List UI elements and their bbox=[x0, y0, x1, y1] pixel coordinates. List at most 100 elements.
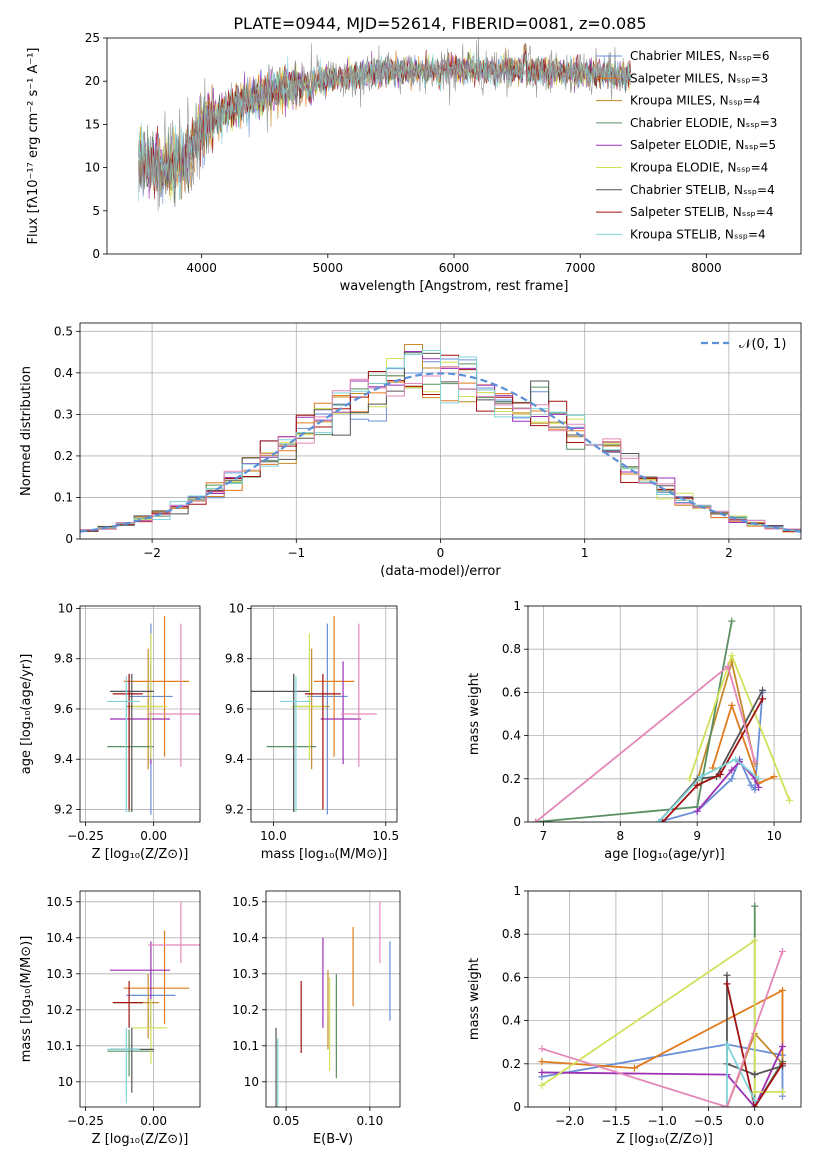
weight-point-marker bbox=[728, 701, 736, 709]
y-tick-label: 10.3 bbox=[232, 967, 259, 981]
legend-label: Kroupa ELODIE, Nₛₛₚ=4 bbox=[630, 161, 768, 175]
weight-point-marker bbox=[538, 1058, 546, 1066]
ticks-age_vs_mass: 10.0 10.5 9.2 9.4 9.6 9.8 10 bbox=[225, 602, 399, 843]
panel-age_vs_mass: 10.0 10.5 9.2 9.4 9.6 9.8 10 mass [log₁₀(M/M⊙)] bbox=[225, 602, 399, 862]
panel-mass_vs_z: −0.25 0.00 10 10.1 10.2 10.3 10.4 10.5 Z [log₁₀(… bbox=[19, 890, 201, 1147]
legend-label: Kroupa STELIB, Nₛₛₚ=4 bbox=[630, 227, 766, 241]
weight-point-marker bbox=[751, 758, 759, 766]
y-axis-label: mass weight bbox=[467, 958, 482, 1040]
weight-point-marker bbox=[630, 1064, 638, 1072]
x-tick-label: 0.00 bbox=[140, 829, 167, 843]
x-tick-label: 0.05 bbox=[273, 1114, 300, 1128]
weight-series-line bbox=[535, 620, 733, 822]
weight-point-marker bbox=[693, 781, 701, 789]
weight-point-marker bbox=[685, 775, 693, 783]
x-axis-label: wavelength [Angstrom, rest frame] bbox=[340, 279, 569, 294]
y-tick-label: 0.1 bbox=[54, 490, 73, 504]
y-tick-label: 10.4 bbox=[46, 931, 73, 945]
y-tick-label: 9.4 bbox=[54, 752, 73, 766]
weight-point-marker bbox=[728, 775, 736, 783]
legend-label: Chabrier ELODIE, Nₛₛₚ=3 bbox=[630, 116, 777, 130]
y-axis-label: mass [log₁₀(M/M⊙)] bbox=[19, 936, 34, 1063]
weight-point-marker bbox=[778, 986, 786, 994]
y-tick-label: 0 bbox=[65, 532, 73, 546]
weight-series-line bbox=[541, 938, 783, 1093]
x-tick-label: 0 bbox=[437, 546, 445, 560]
weight-point-marker bbox=[724, 662, 732, 670]
x-tick-label: −1.0 bbox=[648, 1114, 677, 1128]
y-tick-label: 0.8 bbox=[502, 642, 521, 656]
y-tick-label: 9.6 bbox=[54, 702, 73, 716]
x-tick-label: 2 bbox=[725, 546, 733, 560]
x-tick-label: 8000 bbox=[691, 261, 722, 275]
ticks-mass_vs_ebv: 0.05 0.10 10 10.1 10.2 10.3 10.4 10.5 bbox=[232, 895, 383, 1128]
axes-frame bbox=[250, 605, 398, 823]
y-tick-label: 0.2 bbox=[54, 449, 73, 463]
grid-age_vs_mass bbox=[251, 606, 397, 822]
y-tick-label: 10.2 bbox=[232, 1003, 259, 1017]
weight-point-marker bbox=[759, 686, 767, 694]
weight-point-marker bbox=[751, 786, 759, 794]
weight-point-marker bbox=[785, 796, 793, 804]
ticks-weight_vs_age: 7 8 9 10 0 0.2 0.4 0.6 0.8 1 bbox=[502, 599, 782, 843]
panel-weight_vs_age: 7 8 9 10 0 0.2 0.4 0.6 0.8 1 age [log₁₀(age/yr)] ma… bbox=[467, 599, 802, 862]
y-tick-label: 9.4 bbox=[225, 752, 244, 766]
x-tick-label: −0.5 bbox=[694, 1114, 723, 1128]
x-tick-label: 4000 bbox=[186, 261, 217, 275]
legend-label: 𝒩(0, 1) bbox=[739, 337, 786, 352]
normal-curve bbox=[80, 372, 801, 533]
x-axis-label: E(B-V) bbox=[313, 1132, 353, 1147]
panel-mass_vs_ebv: 0.05 0.10 10 10.1 10.2 10.3 10.4 10.5 E(B-V) bbox=[232, 890, 401, 1147]
x-tick-label: −1.5 bbox=[601, 1114, 630, 1128]
legend-label: Salpeter STELIB, Nₛₛₚ=4 bbox=[630, 205, 774, 219]
x-tick-label: 10 bbox=[766, 829, 781, 843]
legend-label: Salpeter ELODIE, Nₛₛₚ=5 bbox=[630, 138, 776, 152]
x-tick-label: 6000 bbox=[439, 261, 470, 275]
x-axis-label: Z [log₁₀(Z/Z⊙)] bbox=[92, 1132, 189, 1147]
weight-point-marker bbox=[751, 1103, 759, 1107]
weight-series-line bbox=[541, 1046, 784, 1107]
weight-point-marker bbox=[755, 775, 763, 783]
y-tick-label: 5 bbox=[92, 204, 100, 218]
weight-point-marker bbox=[778, 1088, 786, 1096]
marks-mass_vs_ebv bbox=[275, 901, 391, 1107]
y-axis-label: Flux [fλ10⁻¹⁷ erg cm⁻² s⁻¹ A⁻¹] bbox=[26, 48, 41, 245]
axes-frame bbox=[527, 890, 802, 1108]
model-spectrum-line bbox=[138, 52, 631, 202]
axes-frame bbox=[527, 605, 802, 823]
y-axis-label: Normed distribution bbox=[19, 366, 34, 496]
ticks-residuals: −2 −1 0 1 2 0 0.1 0.2 0.3 0.4 0.5 bbox=[54, 324, 733, 560]
weight-series-line bbox=[726, 983, 784, 1107]
marks-mass_vs_z bbox=[107, 901, 200, 1104]
x-axis-label: (data-model)/error bbox=[380, 564, 501, 579]
y-tick-label: 15 bbox=[85, 117, 100, 131]
weight-point-marker bbox=[659, 818, 667, 822]
y-tick-label: 0.4 bbox=[502, 729, 521, 743]
legend: Chabrier MILES, Nₛₛₚ=6 Salpeter MILES, Nₛ… bbox=[596, 49, 777, 241]
x-tick-label: −0.25 bbox=[67, 829, 104, 843]
ticks-mass_vs_z: −0.25 0.00 10 10.1 10.2 10.3 10.4 10.5 bbox=[46, 895, 167, 1128]
marks-residuals bbox=[80, 344, 801, 533]
y-tick-label: 0.5 bbox=[54, 324, 73, 338]
ticks-weight_vs_z: −2.0 −1.5 −1.0 −0.5 0.0 0 0.2 0.4 0.6 0.8 1 bbox=[502, 884, 764, 1128]
y-tick-label: 0.6 bbox=[502, 970, 521, 984]
axes-frame bbox=[79, 322, 802, 540]
weight-point-marker bbox=[538, 1081, 546, 1089]
x-tick-label: 10.0 bbox=[260, 829, 287, 843]
weight-series-line bbox=[535, 664, 756, 822]
axes-frame bbox=[79, 605, 201, 823]
y-tick-label: 0.4 bbox=[502, 1014, 521, 1028]
y-tick-label: 1 bbox=[513, 884, 521, 898]
y-tick-label: 0.6 bbox=[502, 685, 521, 699]
y-tick-label: 10 bbox=[58, 1075, 73, 1089]
weight-point-marker bbox=[693, 807, 701, 815]
panel-weight_vs_z: −2.0 −1.5 −1.0 −0.5 0.0 0 0.2 0.4 0.6 0.8 1 Z [log₁… bbox=[467, 884, 802, 1147]
y-tick-label: 9.2 bbox=[225, 802, 244, 816]
y-tick-label: 9.8 bbox=[225, 652, 244, 666]
y-axis-label: mass weight bbox=[467, 673, 482, 755]
weight-point-marker bbox=[728, 652, 736, 660]
x-tick-label: −2 bbox=[143, 546, 161, 560]
y-tick-label: 10.3 bbox=[46, 967, 73, 981]
y-tick-label: 9.8 bbox=[54, 652, 73, 666]
x-tick-label: 7000 bbox=[565, 261, 596, 275]
